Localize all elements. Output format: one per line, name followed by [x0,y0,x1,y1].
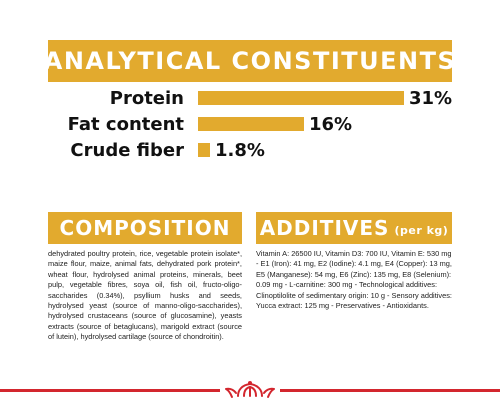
composition-text: dehydrated poultry protein, rice, vegeta… [48,249,242,342]
analytics-label: Fat content [67,114,184,135]
analytics-value: 16% [309,114,353,135]
composition-title: COMPOSITION [48,212,242,244]
analytics-value: 31% [409,88,453,109]
analytics-row-protein: Protein 31% [0,86,500,112]
analytics-label: Crude fiber [70,140,184,161]
analytics-value: 1.8% [215,140,265,161]
analytics-bar [198,117,304,131]
analytics-row-fiber: Crude fiber 1.8% [0,138,500,164]
crown-icon [220,379,280,401]
additives-title-main: ADDITIVES [259,216,390,240]
analytics-row-fat: Fat content 16% [0,112,500,138]
analytics-label: Protein [109,88,184,109]
additives-text: Vitamin A: 26500 IU, Vitamin D3: 700 IU,… [256,249,452,311]
additives-title-suffix: (per kg) [394,223,449,237]
additives-title: ADDITIVES (per kg) [256,212,452,244]
analytics-bar [198,143,210,157]
analytics-title: ANALYTICAL CONSTITUENTS [48,40,452,82]
analytics-bar [198,91,404,105]
